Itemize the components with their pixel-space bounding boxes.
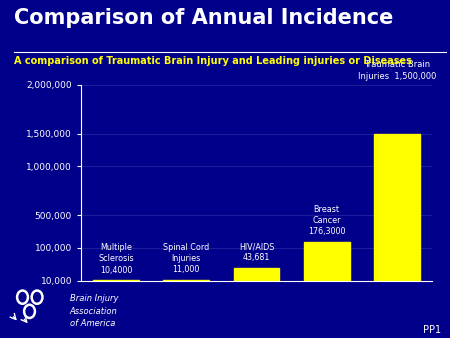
Text: Traumatic Brain
Injuries  1,500,000: Traumatic Brain Injuries 1,500,000 xyxy=(358,61,436,80)
Bar xyxy=(234,268,279,281)
Bar xyxy=(304,242,350,281)
Bar xyxy=(374,134,420,281)
Text: Breast
Cancer
176,3000: Breast Cancer 176,3000 xyxy=(308,204,346,236)
Bar xyxy=(163,280,209,281)
Text: Multiple
Sclerosis
10,4000: Multiple Sclerosis 10,4000 xyxy=(98,243,134,274)
Text: A comparison of Traumatic Brain Injury and Leading injuries or Diseases: A comparison of Traumatic Brain Injury a… xyxy=(14,56,411,66)
Text: Spinal Cord
Injuries
11,000: Spinal Cord Injuries 11,000 xyxy=(163,243,209,274)
Text: Brain Injury
Association
of America: Brain Injury Association of America xyxy=(70,294,118,328)
Text: PP1: PP1 xyxy=(423,324,441,335)
Text: HIV/AIDS
43,681: HIV/AIDS 43,681 xyxy=(239,242,274,262)
Text: Comparison of Annual Incidence: Comparison of Annual Incidence xyxy=(14,8,393,28)
